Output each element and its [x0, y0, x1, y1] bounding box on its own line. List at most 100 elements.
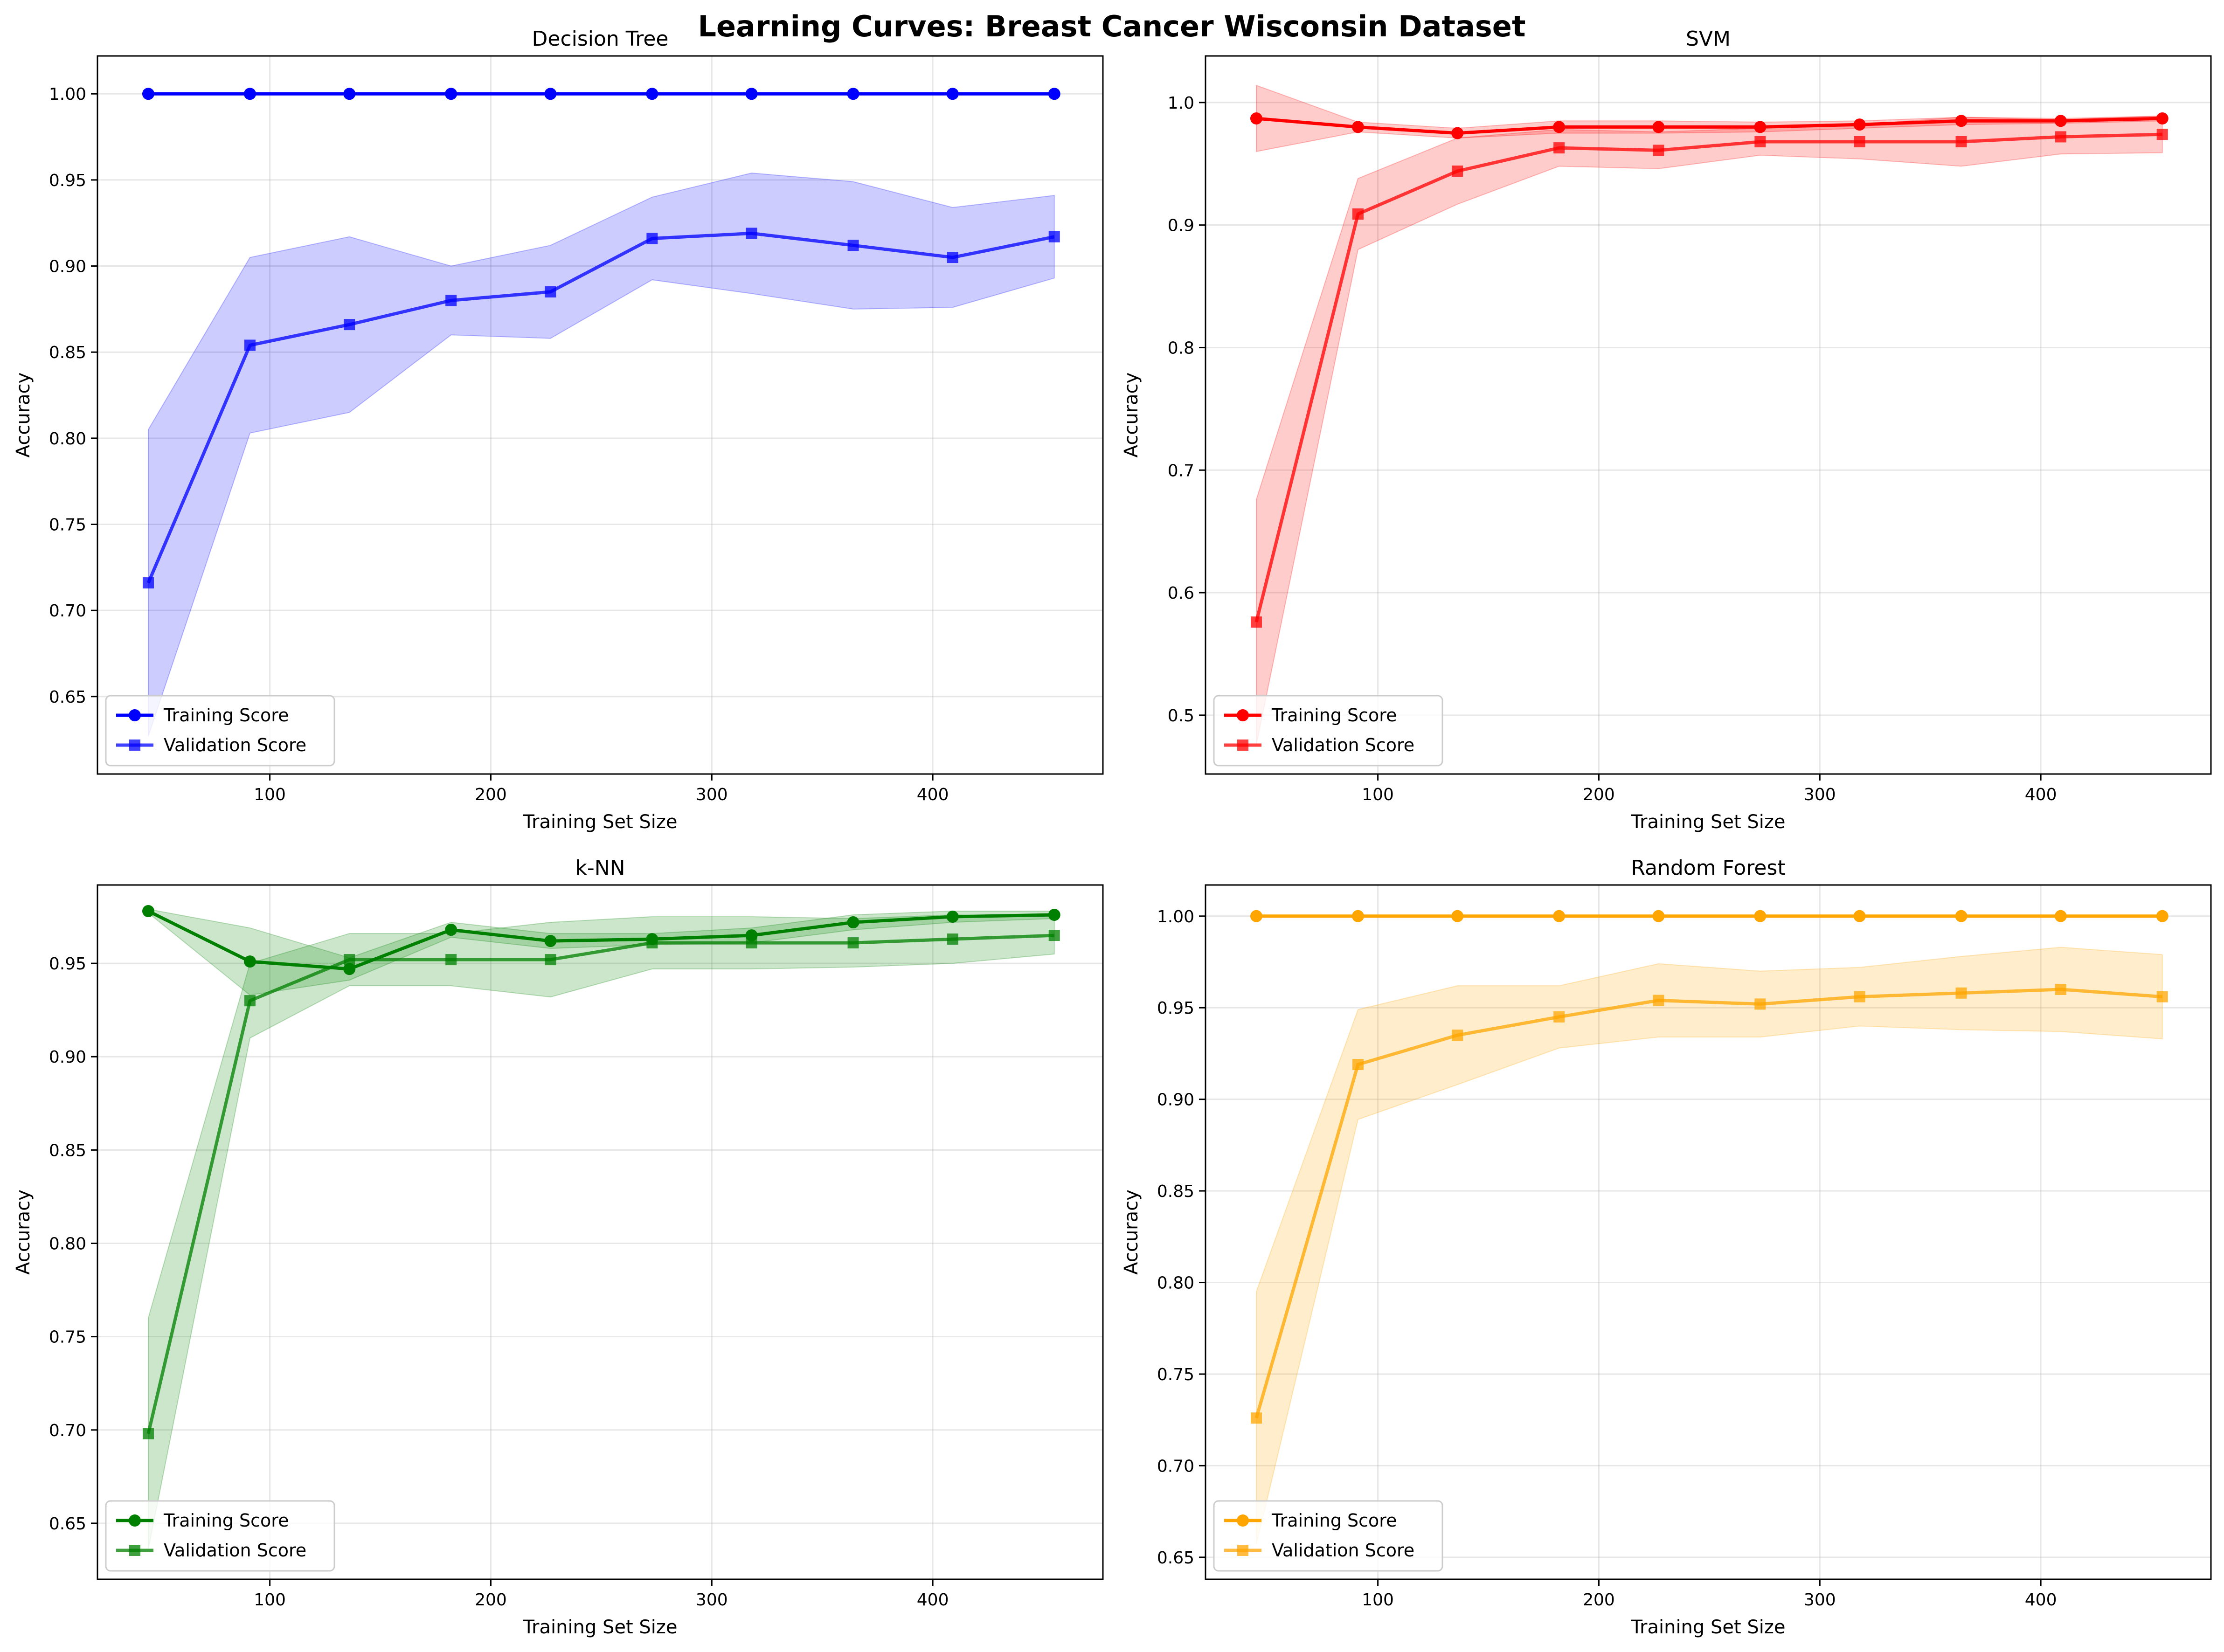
- legend-label: Validation Score: [1272, 1540, 1414, 1561]
- data-point: [946, 911, 959, 923]
- y-tick-label: 0.95: [49, 954, 86, 974]
- data-point: [142, 1428, 154, 1439]
- subplot-title: SVM: [1686, 27, 1731, 51]
- y-tick-label: 0.85: [49, 343, 86, 362]
- y-tick-label: 0.5: [1168, 706, 1194, 726]
- legend: Training Score Validation Score: [105, 695, 335, 767]
- data-point: [2156, 129, 2168, 140]
- data-point: [1250, 910, 1262, 922]
- data-point: [1553, 121, 1566, 133]
- x-tick-label: 300: [696, 1590, 728, 1610]
- legend-marker: [1237, 1545, 1248, 1556]
- data-point: [243, 955, 256, 968]
- data-point: [746, 228, 757, 239]
- series-line-1: [146, 231, 1055, 584]
- data-point: [1048, 88, 1060, 100]
- y-tick-label: 0.80: [49, 1235, 86, 1254]
- data-point: [1351, 910, 1364, 922]
- data-point: [2055, 131, 2066, 143]
- data-point: [2054, 115, 2067, 127]
- series-line-1: [1254, 988, 2163, 1419]
- x-axis-label: Training Set Size: [1630, 1617, 1785, 1638]
- x-tick-label: 400: [2025, 1590, 2057, 1610]
- legend-box: [105, 1500, 335, 1572]
- axes-frame: [1205, 55, 2212, 775]
- y-tick-label: 1.0: [1168, 94, 1194, 113]
- y-tick-label: 0.95: [1157, 999, 1194, 1018]
- data-point: [445, 954, 457, 966]
- data-point: [1352, 208, 1364, 220]
- data-point: [1352, 1059, 1364, 1071]
- legend-label: Validation Score: [164, 735, 306, 755]
- y-tick-label: 1.00: [49, 85, 86, 104]
- data-point: [1553, 142, 1565, 154]
- y-axis-label: Accuracy: [13, 1189, 34, 1275]
- y-tick-label: 0.70: [49, 601, 86, 621]
- y-tick-label: 0.90: [1157, 1091, 1194, 1110]
- series-line-0: [1256, 117, 2162, 135]
- x-tick-label: 400: [917, 1590, 949, 1610]
- data-point: [1652, 121, 1665, 133]
- data-point: [1250, 112, 1262, 125]
- legend-box: [1213, 1500, 1443, 1572]
- x-tick-label: 300: [1804, 1590, 1836, 1610]
- data-point: [1250, 616, 1262, 628]
- grid: [97, 885, 1103, 1579]
- y-tick-label: 0.65: [49, 688, 86, 707]
- data-point: [1553, 1011, 1565, 1023]
- y-tick-label: 0.95: [49, 171, 86, 190]
- x-tick-label: 400: [2025, 785, 2057, 804]
- std-band-1: [1256, 115, 2163, 745]
- plot-area: [142, 88, 1060, 737]
- data-point: [244, 995, 256, 1007]
- figure-title: Learning Curves: Breast Cancer Wisconsin…: [698, 9, 1526, 43]
- x-tick-label: 100: [254, 785, 286, 804]
- std-band-1: [148, 173, 1055, 737]
- y-tick-label: 0.75: [49, 1328, 86, 1347]
- data-point: [545, 954, 556, 966]
- std-band-1: [1256, 947, 2163, 1545]
- y-axis-label: Accuracy: [13, 373, 34, 458]
- subplot-title: Random Forest: [1631, 856, 1785, 880]
- legend-label: Training Score: [163, 1510, 289, 1531]
- y-tick-label: 0.75: [1157, 1365, 1194, 1384]
- data-point: [1452, 1030, 1463, 1041]
- data-point: [646, 937, 658, 949]
- axes-frame: [1205, 884, 2212, 1580]
- y-tick-label: 0.9: [1168, 216, 1194, 235]
- data-point: [847, 937, 859, 949]
- legend-marker: [129, 1545, 140, 1556]
- y-tick-label: 0.90: [49, 1048, 86, 1067]
- data-point: [1955, 136, 1967, 147]
- y-tick-label: 0.75: [49, 516, 86, 535]
- y-tick-label: 0.85: [1157, 1182, 1194, 1201]
- x-tick-label: 200: [475, 785, 507, 804]
- data-point: [445, 924, 457, 936]
- data-point: [2156, 910, 2169, 922]
- data-point: [1250, 1412, 1262, 1424]
- data-point: [1451, 127, 1464, 139]
- y-tick-label: 0.90: [49, 257, 86, 276]
- data-point: [1652, 910, 1665, 922]
- x-tick-label: 100: [1362, 1590, 1394, 1610]
- x-axis-label: Training Set Size: [522, 811, 677, 833]
- data-point: [343, 963, 356, 975]
- legend-label: Validation Score: [1272, 735, 1414, 755]
- data-point: [1048, 231, 1060, 242]
- legend-box: [105, 695, 335, 767]
- data-point: [244, 339, 256, 351]
- data-point: [1754, 121, 1767, 133]
- y-axis-label: Accuracy: [1121, 373, 1142, 458]
- x-axis-label: Training Set Size: [522, 1617, 677, 1638]
- data-point: [544, 935, 557, 947]
- x-tick-label: 400: [917, 785, 949, 804]
- data-point: [847, 240, 859, 251]
- plot-area: [1250, 910, 2169, 1545]
- data-point: [142, 88, 154, 100]
- y-tick-label: 0.85: [49, 1141, 86, 1160]
- data-point: [142, 577, 154, 589]
- axes-frame: [97, 884, 1104, 1580]
- data-point: [2156, 112, 2169, 125]
- y-tick-label: 0.6: [1168, 584, 1194, 603]
